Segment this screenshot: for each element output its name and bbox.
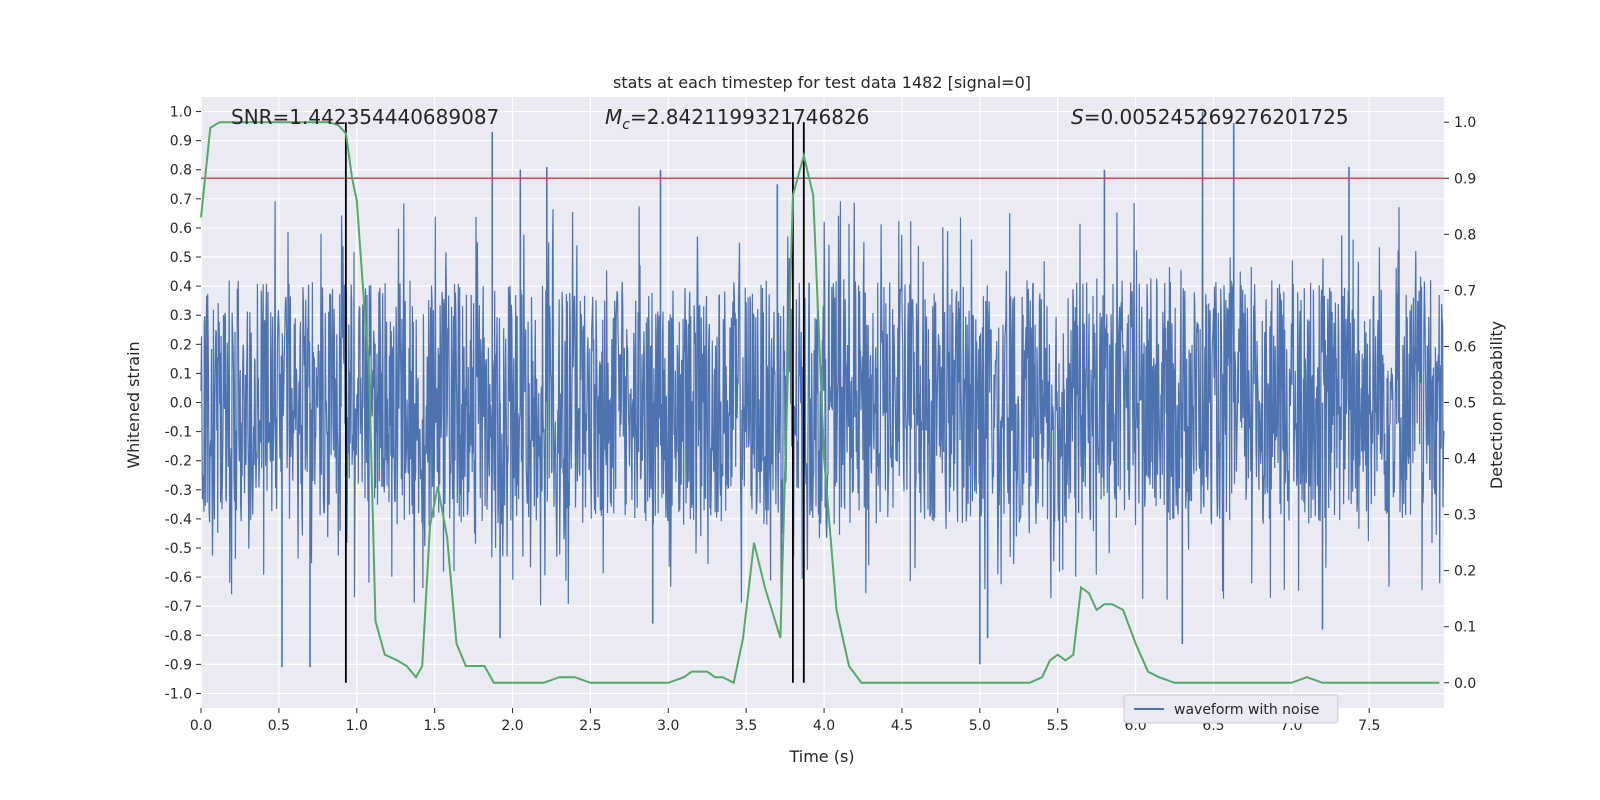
- y-right-tick-label: 0.9: [1454, 171, 1476, 187]
- y-right-tick-label: 0.4: [1454, 452, 1476, 468]
- y-right-tick-label: 0.3: [1454, 508, 1476, 524]
- y-left-tick-label: 0.1: [170, 366, 192, 382]
- waveform-line: [200, 201, 1445, 607]
- y-right-tick-label: 0.7: [1454, 283, 1476, 299]
- y-axis-left-label: Whitened strain: [124, 341, 143, 468]
- y-right-tick-label: 0.8: [1454, 227, 1476, 243]
- y-axis-right: 0.0 0.1 0.2 0.3 0.4 0.5 0.6 0.7 0.8 0.9 1.0: [1444, 115, 1476, 692]
- y-left-tick-label: 0.2: [170, 337, 192, 353]
- y-right-tick-label: 0.5: [1454, 396, 1476, 412]
- x-tick-label: 0.0: [190, 718, 212, 734]
- y-right-tick-label: 1.0: [1454, 115, 1476, 131]
- y-left-tick-label: 0.6: [170, 221, 192, 237]
- y-right-tick-label: 0.1: [1454, 620, 1476, 636]
- waveform-series: [200, 111, 1445, 668]
- y-left-tick-label: -0.7: [165, 599, 192, 615]
- y-left-tick-label: 0.4: [170, 279, 192, 295]
- y-left-tick-label: -0.9: [165, 657, 192, 673]
- legend: waveform with noise: [1123, 694, 1339, 724]
- y-left-tick-label: -0.1: [165, 425, 192, 441]
- probability-line: [200, 121, 1440, 685]
- y-left-tick-label: -0.3: [165, 483, 192, 499]
- y-axis-left: -1.0 -0.9 -0.8 -0.7 -0.6 -0.5 -0.4 -0.3 -0.2 -0.1…: [165, 105, 201, 702]
- y-left-tick-label: 0.9: [170, 134, 192, 150]
- y-left-tick-label: -0.8: [165, 628, 192, 644]
- x-tick-label: 2.5: [579, 718, 601, 734]
- y-left-tick-label: 0.5: [170, 250, 192, 266]
- chart-title: stats at each timestep for test data 148…: [613, 73, 1031, 92]
- x-axis-label: Time (s): [788, 747, 854, 766]
- chirp-mass-annotation: Mc=2.8421199321746826: [605, 105, 869, 133]
- y-left-tick-label: -0.5: [165, 541, 192, 557]
- y-right-tick-label: 0.0: [1454, 676, 1476, 692]
- y-left-tick-label: -0.2: [165, 454, 192, 470]
- y-left-tick-label: -0.4: [165, 512, 192, 528]
- y-right-tick-label: 0.6: [1454, 339, 1476, 355]
- snr-annotation: SNR=1.442354440689087: [231, 105, 499, 129]
- x-tick-label: 4.5: [891, 718, 913, 734]
- x-tick-label: 5.5: [1047, 718, 1069, 734]
- x-tick-label: 5.0: [969, 718, 991, 734]
- legend-box: [1123, 694, 1339, 724]
- y-left-tick-label: 0.8: [170, 163, 192, 179]
- y-left-tick-label: -1.0: [165, 686, 192, 702]
- y-left-tick-label: 0.3: [170, 308, 192, 324]
- x-tick-label: 7.5: [1358, 718, 1380, 734]
- y-left-tick-label: 1.0: [170, 105, 192, 121]
- y-left-tick-label: 0.7: [170, 192, 192, 208]
- x-tick-label: 1.0: [346, 718, 368, 734]
- x-tick-label: 1.5: [424, 718, 446, 734]
- x-tick-label: 4.0: [813, 718, 835, 734]
- y-axis-right-label: Detection probability: [1487, 321, 1506, 489]
- x-tick-label: 2.0: [501, 718, 523, 734]
- x-tick-label: 0.5: [268, 718, 290, 734]
- x-tick-label: 3.0: [657, 718, 679, 734]
- s-annotation: S=0.005245269276201725: [1071, 105, 1349, 129]
- x-tick-label: 3.5: [735, 718, 757, 734]
- y-right-tick-label: 0.2: [1454, 564, 1476, 580]
- y-left-tick-label: -0.6: [165, 570, 192, 586]
- y-left-tick-label: 0.0: [170, 396, 192, 412]
- legend-label: waveform with noise: [1174, 702, 1319, 718]
- probability-layer: [200, 121, 1444, 685]
